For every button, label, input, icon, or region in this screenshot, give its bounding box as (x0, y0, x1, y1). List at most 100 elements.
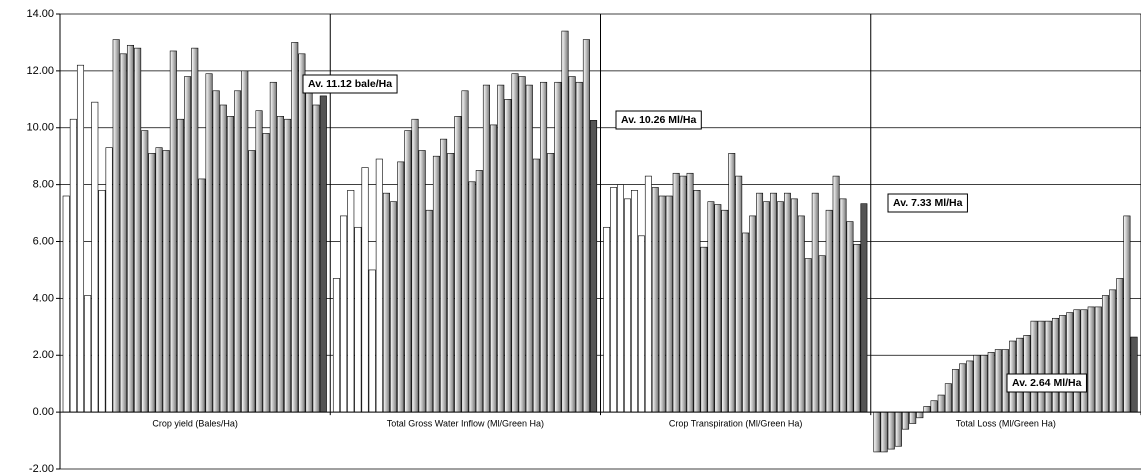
bar (291, 42, 299, 413)
bar (411, 118, 419, 413)
bar (568, 76, 576, 413)
bar (312, 104, 320, 413)
bar (590, 120, 598, 413)
bar (191, 47, 199, 413)
bar (624, 198, 631, 413)
y-tick-label: 6.00 (33, 235, 54, 247)
bar (169, 50, 177, 413)
bar (332, 278, 340, 413)
bar (468, 181, 476, 413)
category-label: Crop yield (Bales/Ha) (152, 419, 238, 429)
y-tick-label: 2.00 (33, 349, 54, 361)
y-tick-label: -2.00 (29, 463, 54, 472)
bar (219, 104, 227, 413)
bar (672, 172, 680, 413)
bar (518, 76, 526, 413)
bar (797, 215, 805, 413)
bar (937, 394, 945, 413)
bar (432, 155, 440, 413)
bar (98, 190, 106, 413)
bar (205, 73, 213, 413)
annotation-box (887, 193, 968, 213)
bar (749, 215, 757, 413)
bar (603, 226, 611, 413)
bar (1123, 215, 1131, 413)
bar (804, 258, 812, 413)
bar (354, 226, 362, 413)
bar (340, 215, 348, 413)
bar (873, 411, 881, 453)
bar (276, 116, 284, 413)
bar (511, 73, 519, 413)
bar (700, 246, 708, 413)
bar (617, 184, 624, 413)
bar (777, 201, 784, 413)
annotation: Av. 2.64 Ml/Ha (1012, 377, 1082, 389)
bar (846, 221, 854, 413)
bar (728, 153, 736, 413)
bar (902, 411, 910, 430)
bar (298, 53, 306, 413)
bar (923, 406, 931, 413)
bar (1044, 320, 1052, 413)
bar (756, 192, 764, 413)
bar (262, 133, 270, 413)
bar (1030, 320, 1038, 413)
bar (811, 192, 819, 413)
bar (269, 81, 277, 413)
category-label: Total Gross Water Inflow (Ml/Green Ha) (387, 419, 544, 429)
bar (561, 30, 569, 413)
bar (1101, 295, 1110, 413)
bar (637, 235, 645, 413)
annotation: Av. 10.26 Ml/Ha (621, 114, 696, 126)
bar (525, 84, 533, 413)
bar (404, 130, 412, 413)
y-tick-label: 12.00 (26, 65, 54, 77)
bar (853, 244, 861, 413)
bar (418, 150, 426, 413)
annotation-box (302, 74, 398, 94)
bar (91, 101, 99, 413)
bar (735, 175, 743, 413)
bar (176, 118, 184, 413)
bar (440, 138, 448, 413)
bar (1109, 289, 1117, 413)
bar (1080, 309, 1088, 413)
bar (212, 90, 220, 413)
bar (482, 84, 490, 413)
bar (347, 190, 355, 413)
bar (916, 411, 924, 419)
bar (665, 195, 673, 413)
bar (839, 198, 847, 413)
bar (658, 195, 666, 413)
bar (69, 118, 77, 413)
bar (241, 70, 249, 413)
bar (880, 411, 888, 453)
bar (651, 187, 659, 413)
bar (198, 178, 206, 413)
bar (361, 167, 369, 413)
bar (119, 53, 127, 413)
annotation-box (615, 110, 702, 130)
bar (763, 201, 770, 413)
annotation-box (1006, 373, 1087, 393)
y-tick-label: 4.00 (33, 292, 54, 304)
bar (554, 81, 562, 413)
bar (284, 118, 292, 413)
bar (742, 232, 750, 413)
bar (1087, 306, 1095, 413)
annotation: Av. 11.12 bale/Ha (308, 78, 392, 90)
bar (790, 198, 798, 413)
bar (382, 192, 390, 413)
bar (1059, 315, 1067, 413)
bar (425, 209, 433, 413)
bar (973, 354, 981, 413)
bar (575, 81, 583, 413)
bar (714, 204, 722, 413)
bar (305, 79, 313, 413)
bar (679, 175, 687, 413)
bar (226, 116, 234, 413)
bar (497, 84, 505, 413)
bar (248, 150, 256, 413)
bar (105, 147, 113, 413)
